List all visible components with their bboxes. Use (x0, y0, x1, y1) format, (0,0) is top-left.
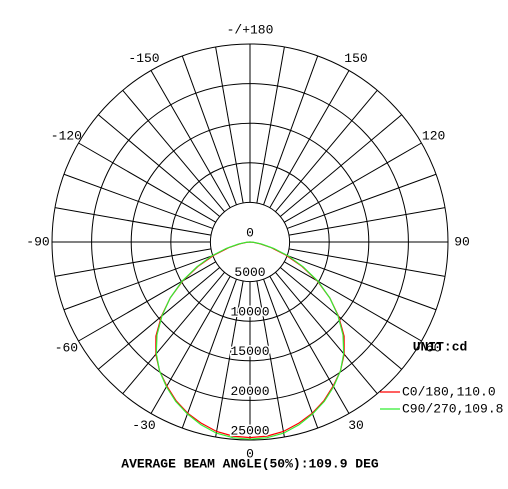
grid-spoke (98, 114, 220, 217)
grid-spoke (275, 272, 378, 394)
theta-tick-label: 0 (246, 446, 254, 461)
grid-spoke (256, 280, 285, 438)
grid-spoke (54, 207, 212, 236)
grid-spoke (78, 261, 216, 342)
r-tick-label: 20000 (230, 384, 269, 399)
grid-spoke (263, 55, 319, 205)
theta-tick-label: -30 (132, 418, 155, 433)
grid-spoke (181, 55, 237, 205)
series-line (155, 241, 345, 440)
theta-tick-label: -120 (51, 128, 82, 143)
grid-spoke (284, 142, 422, 223)
grid-spoke (98, 267, 220, 370)
theta-tick-label: 120 (422, 128, 445, 143)
grid-spoke (63, 173, 213, 229)
theta-tick-label: 150 (344, 51, 367, 66)
r-tick-label: 5000 (234, 265, 265, 280)
grid-spoke (181, 279, 237, 429)
theta-tick-label: 60 (426, 340, 442, 355)
theta-tick-label: -60 (55, 340, 78, 355)
grid-spoke (284, 261, 422, 342)
grid-spoke (263, 279, 319, 429)
grid-spoke (287, 255, 437, 311)
r-tick-label: 0 (246, 225, 254, 240)
footer: AVERAGE BEAM ANGLE(50%):109.9 DEG (121, 456, 379, 471)
r-tick-label: 10000 (230, 305, 269, 320)
legend-label: C90/270,109.8 (402, 401, 503, 416)
theta-tick-label: -/+180 (227, 22, 274, 37)
grid-spoke (269, 276, 350, 414)
grid-spoke (122, 90, 225, 212)
grid-spoke (269, 70, 350, 208)
grid-spoke (63, 255, 213, 311)
grid-spoke (280, 114, 402, 217)
grid-spoke (215, 46, 244, 204)
legend-label: C0/180,110.0 (402, 384, 496, 399)
r-tick-label: 15000 (230, 344, 269, 359)
grid-spoke (54, 248, 212, 277)
grid-spoke (150, 70, 231, 208)
grid-spoke (215, 280, 244, 438)
theta-tick-label: 30 (348, 418, 364, 433)
grid-spoke (150, 276, 231, 414)
grid-spoke (275, 90, 378, 212)
grid-spoke (122, 272, 225, 394)
grid-spoke (288, 248, 446, 277)
grid-spoke (288, 207, 446, 236)
theta-tick-label: -150 (128, 51, 159, 66)
grid-spoke (287, 173, 437, 229)
legend-title: UNIT:cd (413, 339, 468, 354)
grid-spoke (256, 46, 285, 204)
theta-tick-label: 90 (454, 234, 470, 249)
grid-spoke (280, 267, 402, 370)
theta-tick-label: -90 (26, 234, 49, 249)
grid-spoke (78, 142, 216, 223)
r-tick-label: 25000 (230, 423, 269, 438)
